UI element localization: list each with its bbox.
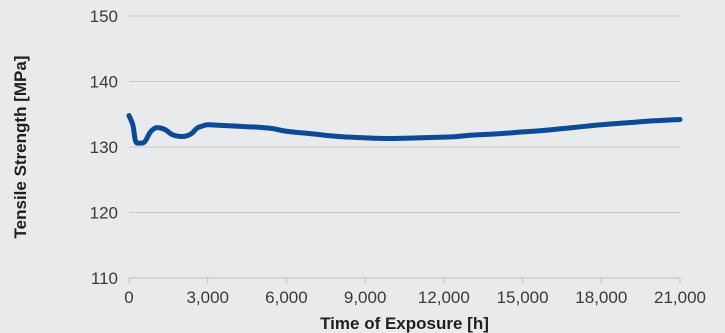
label-layer: 110 120 130 140 150 0 3,000 6,000 9,000 12,000 15,… xyxy=(90,7,706,307)
x-tick-label: 21,000 xyxy=(654,288,706,307)
x-tick-label: 9,000 xyxy=(344,288,387,307)
axis-layer xyxy=(128,277,681,283)
series-layer xyxy=(126,113,683,146)
y-tick-label: 130 xyxy=(90,138,118,157)
x-tick-label: 15,000 xyxy=(497,288,549,307)
x-tick-label: 18,000 xyxy=(575,288,627,307)
x-axis-title: Time of Exposure [h] xyxy=(320,314,489,333)
y-tick-label: 150 xyxy=(90,7,118,26)
y-tick-label: 140 xyxy=(90,73,118,92)
grid-layer xyxy=(129,15,680,213)
x-tick-label: 0 xyxy=(124,288,133,307)
y-tick-label: 110 xyxy=(91,269,118,288)
series-line xyxy=(126,113,683,146)
y-tick-label: 120 xyxy=(90,204,118,223)
x-tick-label: 3,000 xyxy=(186,288,229,307)
x-tick-label: 6,000 xyxy=(265,288,308,307)
x-tick-label: 12,000 xyxy=(418,288,470,307)
y-axis-title: Tensile Strength [MPa] xyxy=(11,56,30,239)
